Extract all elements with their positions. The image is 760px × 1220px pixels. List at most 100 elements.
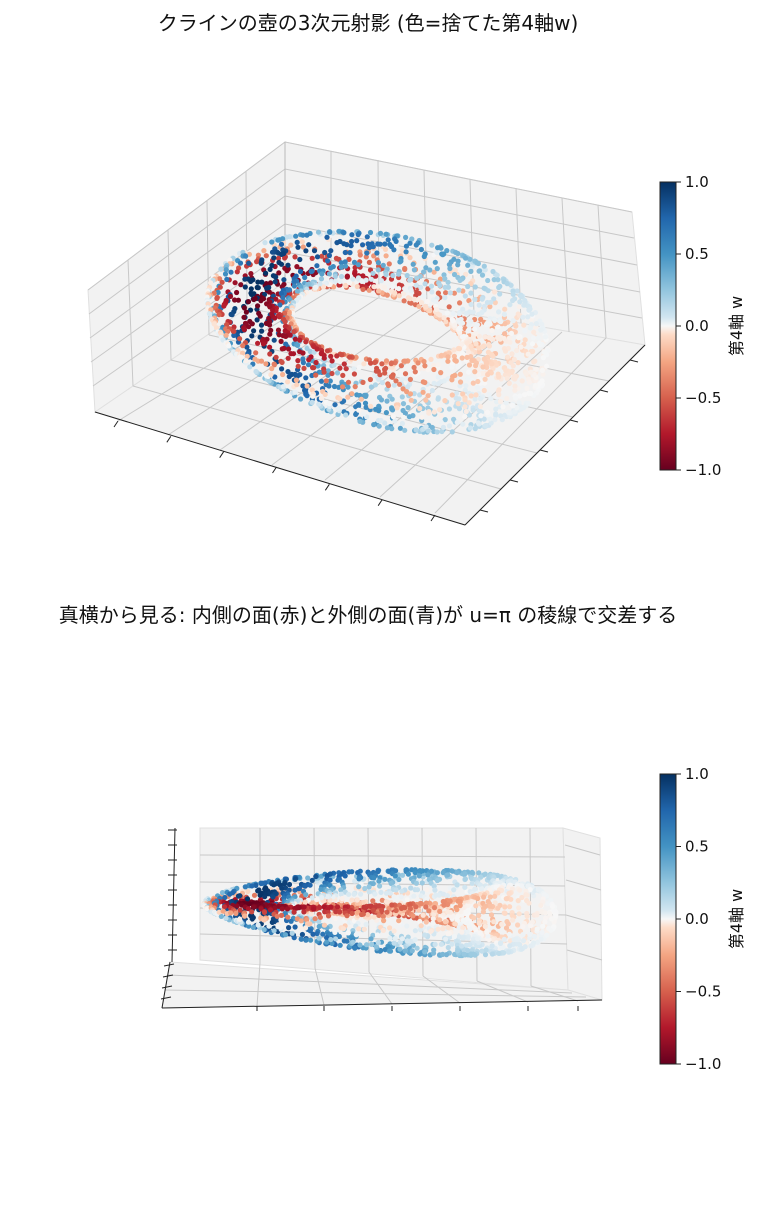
scatter-point-0-1643 bbox=[389, 396, 395, 402]
scatter-point-0-636 bbox=[232, 280, 238, 286]
scatter-point-1-1964 bbox=[357, 942, 363, 948]
scatter-point-0-884 bbox=[232, 297, 238, 303]
scatter-point-0-1303 bbox=[457, 383, 463, 389]
scatter-point-1-1883 bbox=[285, 914, 291, 920]
scatter-point-0-1924 bbox=[310, 393, 316, 399]
scatter-point-1-1807 bbox=[291, 935, 297, 941]
scatter-point-0-1377 bbox=[473, 341, 479, 347]
scatter-point-1-1951 bbox=[397, 946, 403, 952]
scatter-point-0-1966 bbox=[345, 394, 351, 400]
scatter-point-0-574 bbox=[428, 283, 435, 289]
scatter-point-1-418 bbox=[377, 883, 383, 889]
scatter-point-0-1838 bbox=[343, 366, 349, 372]
scatter-point-0-1697 bbox=[328, 353, 334, 359]
scatter-point-0-1514 bbox=[456, 406, 462, 412]
scatter-point-0-1742 bbox=[512, 387, 518, 393]
colorbar-tick-label: −1.0 bbox=[685, 461, 721, 479]
scatter-point-0-845 bbox=[460, 306, 466, 312]
scatter-point-0-1528 bbox=[318, 378, 325, 384]
scatter-point-1-1412 bbox=[503, 896, 509, 902]
scatter-point-0-1895 bbox=[468, 393, 474, 399]
scatter-point-0-1740 bbox=[402, 410, 408, 416]
scatter-point-1-1907 bbox=[384, 909, 390, 915]
scatter-point-0-1962 bbox=[425, 428, 431, 434]
scatter-point-1-416 bbox=[258, 880, 264, 887]
scatter-point-0-1076 bbox=[259, 328, 265, 334]
scatter-point-0-16 bbox=[393, 242, 399, 248]
scatter-point-1-593 bbox=[338, 891, 344, 897]
scatter-point-1-1833 bbox=[440, 951, 446, 958]
scatter-point-0-877 bbox=[515, 360, 521, 366]
scatter-point-0-270 bbox=[284, 268, 290, 274]
scatter-point-0-418 bbox=[390, 272, 396, 279]
scatter-point-0-1995 bbox=[378, 417, 384, 424]
scatter-point-1-1026 bbox=[553, 912, 559, 919]
scatter-point-0-1907 bbox=[478, 413, 484, 419]
scatter-point-0-1917 bbox=[462, 397, 468, 403]
scatter-point-0-536 bbox=[412, 296, 418, 302]
scatter-point-1-1923 bbox=[409, 948, 415, 954]
scatter-point-0-1604 bbox=[244, 353, 250, 359]
scatter-point-0-1546 bbox=[376, 376, 382, 382]
scatter-point-1-501 bbox=[398, 894, 404, 900]
scatter-point-0-610 bbox=[429, 289, 435, 295]
scatter-point-1-1927 bbox=[403, 948, 409, 954]
scatter-point-1-1441 bbox=[501, 950, 507, 956]
scatter-point-0-1790 bbox=[422, 363, 428, 369]
scatter-point-0-55 bbox=[386, 261, 392, 267]
scatter-point-0-1430 bbox=[278, 338, 284, 344]
scatter-point-0-445 bbox=[350, 276, 356, 282]
scatter-point-0-1842 bbox=[497, 398, 504, 405]
scatter-point-1-1674 bbox=[501, 910, 507, 916]
scatter-point-1-1938 bbox=[312, 916, 318, 922]
scatter-point-0-916 bbox=[247, 307, 254, 313]
scatter-point-1-674 bbox=[545, 901, 551, 907]
scatter-point-1-1999 bbox=[374, 932, 381, 938]
scatter-point-1-1764 bbox=[483, 947, 489, 953]
scatter-point-1-500 bbox=[360, 899, 366, 906]
scatter-point-1-1734 bbox=[279, 906, 285, 912]
scatter-point-1-1894 bbox=[452, 921, 458, 927]
scatter-point-0-1455 bbox=[255, 340, 261, 346]
scatter-point-1-1729 bbox=[267, 907, 274, 913]
scatter-point-0-136 bbox=[262, 240, 268, 246]
scatter-point-0-1421 bbox=[325, 368, 331, 374]
scatter-point-0-160 bbox=[425, 286, 431, 292]
scatter-point-0-1590 bbox=[331, 383, 338, 390]
scatter-point-0-1916 bbox=[466, 400, 472, 406]
scatter-point-0-829 bbox=[472, 296, 478, 302]
scatter-point-0-1956 bbox=[407, 391, 414, 397]
scatter-point-0-575 bbox=[504, 281, 510, 287]
scatter-point-0-1093 bbox=[475, 371, 482, 377]
scatter-point-0-613 bbox=[445, 279, 451, 285]
scatter-point-0-1575 bbox=[490, 353, 496, 359]
scatter-point-1-1250 bbox=[460, 935, 466, 941]
scatter-point-1-1990 bbox=[340, 926, 347, 932]
scatter-point-0-335 bbox=[375, 260, 381, 266]
scatter-point-1-539 bbox=[351, 891, 357, 897]
scatter-point-0-1488 bbox=[294, 373, 301, 379]
scatter-point-1-1262 bbox=[448, 913, 454, 919]
scatter-point-1-1966 bbox=[381, 918, 387, 924]
scatter-point-1-913 bbox=[244, 896, 251, 902]
scatter-point-0-1739 bbox=[514, 405, 520, 411]
scatter-point-1-1913 bbox=[451, 934, 457, 940]
scatter-point-0-1379 bbox=[303, 339, 309, 345]
scatter-point-0-59 bbox=[346, 256, 352, 262]
scatter-point-0-49 bbox=[336, 228, 342, 234]
scatter-point-0-1613 bbox=[243, 358, 249, 364]
scatter-point-1-1985 bbox=[375, 939, 381, 946]
scatter-point-0-1998 bbox=[401, 414, 407, 420]
scatter-point-1-1971 bbox=[364, 942, 370, 948]
scatter-point-1-706 bbox=[219, 890, 226, 896]
scatter-point-1-315 bbox=[440, 870, 446, 876]
scatter-point-0-130 bbox=[364, 234, 370, 240]
scatter-point-1-1363 bbox=[515, 898, 521, 904]
scatter-point-0-1420 bbox=[279, 366, 285, 372]
scatter-point-0-572 bbox=[423, 304, 429, 310]
scatter-point-0-1367 bbox=[297, 337, 303, 343]
scatter-point-1-1978 bbox=[369, 941, 375, 948]
scatter-point-1-1906 bbox=[442, 919, 448, 925]
scatter-point-0-1897 bbox=[397, 425, 403, 431]
scatter-point-0-1671 bbox=[384, 398, 390, 404]
